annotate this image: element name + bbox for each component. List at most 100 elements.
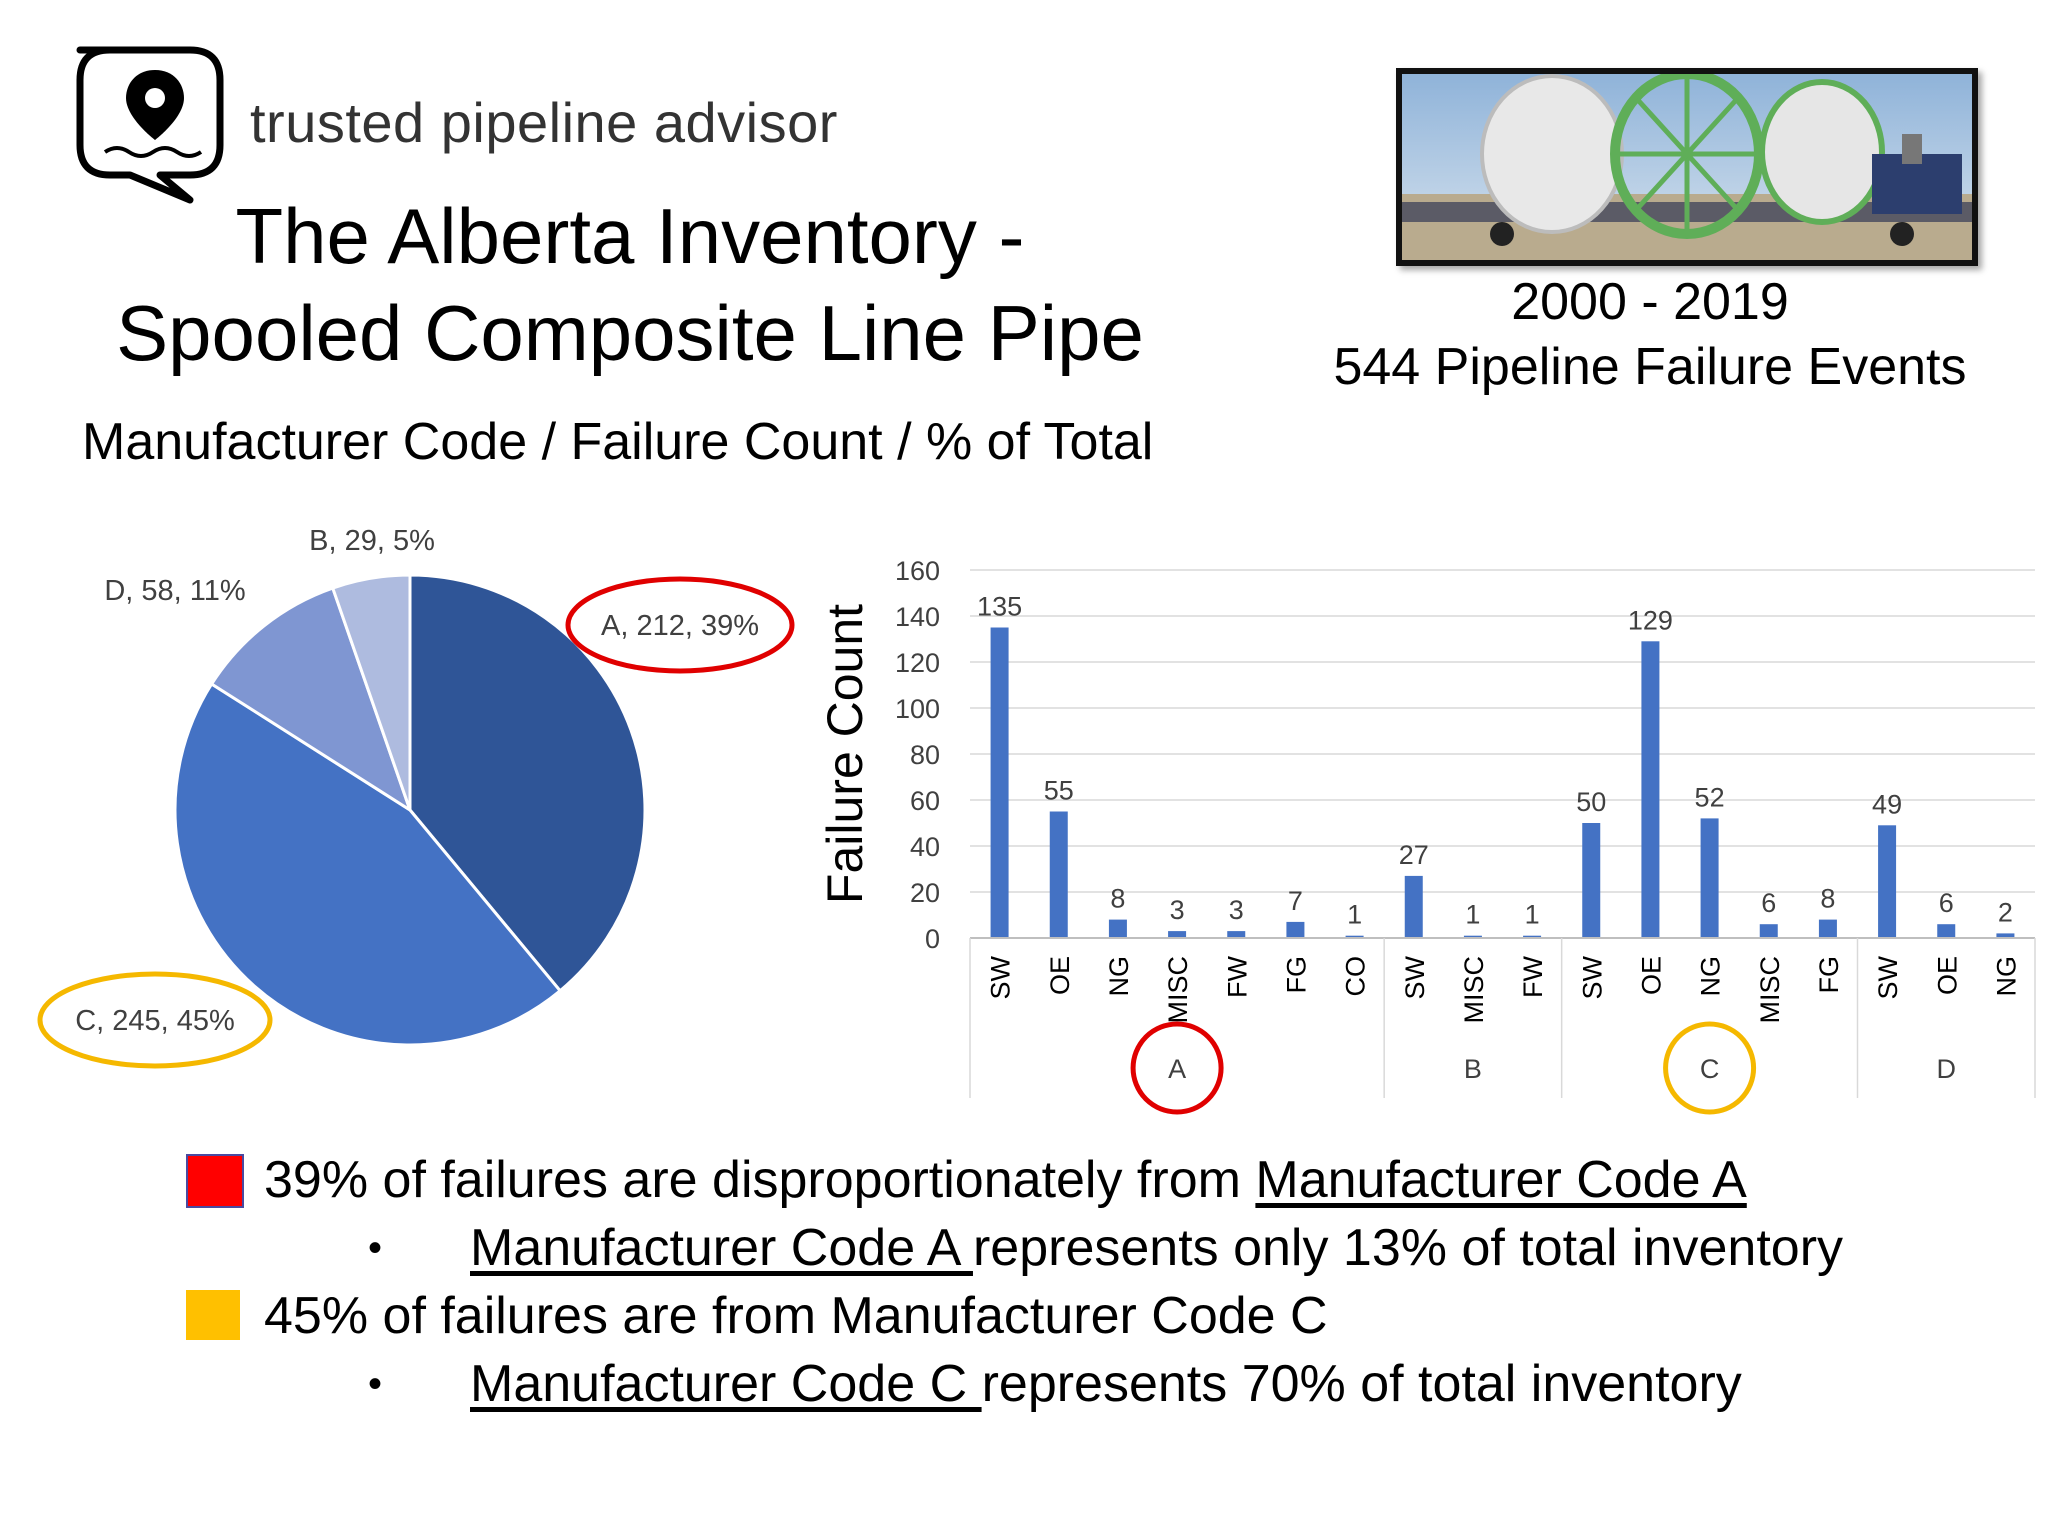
bar-value-label: 7	[1288, 886, 1303, 916]
bar-C-NG	[1700, 818, 1719, 938]
y-tick-label: 60	[910, 786, 940, 816]
finding-1-detail-link: Manufacturer Code A	[470, 1219, 973, 1277]
bar-value-label: 135	[977, 592, 1022, 622]
x-category-label: OE	[1045, 956, 1075, 995]
bar-value-label: 129	[1628, 605, 1673, 635]
bar-A-SW	[990, 627, 1009, 938]
finding-1-lead: 39% of failures are disproportionately f…	[264, 1151, 1256, 1209]
group-label-C: C	[1700, 1054, 1720, 1084]
finding-2-detail-link: Manufacturer Code C	[470, 1355, 982, 1413]
highlight-circle-C	[37, 971, 273, 1069]
finding-1: 39% of failures are disproportionately f…	[264, 1150, 1747, 1210]
bar-C-OE	[1641, 641, 1660, 938]
pie-label-B: B, 29, 5%	[309, 525, 435, 557]
x-category-label: MISC	[1755, 956, 1785, 1024]
group-label-A: A	[1168, 1054, 1186, 1084]
y-tick-label: 160	[895, 556, 940, 586]
bar-A-OE	[1049, 811, 1068, 938]
y-tick-label: 0	[925, 924, 940, 954]
bar-value-label: 49	[1872, 789, 1902, 819]
finding-2: 45% of failures are from Manufacturer Co…	[264, 1287, 1328, 1345]
pie-label-C: C, 245, 45%	[75, 1005, 235, 1037]
bar-value-label: 50	[1576, 787, 1606, 817]
y-tick-label: 140	[895, 602, 940, 632]
bar-value-label: 6	[1761, 888, 1776, 918]
x-category-label: FG	[1814, 956, 1844, 994]
x-category-label: MISC	[1163, 956, 1193, 1024]
bar-A-FG	[1286, 921, 1305, 938]
y-axis-label: Failure Count	[817, 604, 873, 904]
page-title: The Alberta Inventory - Spooled Composit…	[0, 188, 1260, 381]
chart-subtitle: Manufacturer Code / Failure Count / % of…	[82, 413, 1154, 471]
map-pin-speech-bubble-icon	[76, 46, 224, 204]
bar-value-label: 6	[1939, 888, 1954, 918]
bar-C-MISC	[1759, 924, 1778, 938]
y-tick-label: 20	[910, 878, 940, 908]
y-tick-label: 100	[895, 694, 940, 724]
bar-value-label: 52	[1695, 782, 1725, 812]
bar-value-label: 1	[1525, 900, 1540, 930]
red-swatch	[186, 1154, 244, 1208]
bar-B-MISC	[1463, 935, 1482, 938]
period-info: 2000 - 2019 544 Pipeline Failure Events	[1300, 270, 2000, 400]
bar-D-NG	[1996, 933, 2015, 938]
highlight-circle-group-C	[1663, 1021, 1757, 1115]
bar-B-FW	[1523, 935, 1542, 938]
finding-1-detail: Manufacturer Code A represents only 13% …	[470, 1218, 1843, 1278]
bar-A-CO	[1345, 935, 1364, 938]
failure-events-count: 544 Pipeline Failure Events	[1333, 338, 1967, 396]
x-category-label: OE	[1932, 956, 1962, 995]
finding-2-detail: Manufacturer Code C represents 70% of to…	[470, 1354, 1742, 1414]
yellow-swatch	[186, 1290, 240, 1340]
bar-A-FW	[1227, 931, 1246, 938]
bar-chart: Failure Count 0 20 40 60 80 100 120 140 160 135 SW 5…	[817, 556, 2036, 1115]
x-category-label: CO	[1341, 956, 1371, 997]
bar-value-label: 27	[1399, 840, 1429, 870]
bar-value-label: 55	[1044, 776, 1074, 806]
bar-value-label: 8	[1820, 884, 1835, 914]
x-category-label: SW	[986, 955, 1016, 999]
group-label-D: D	[1937, 1054, 1957, 1084]
pie-slice-A	[408, 573, 647, 993]
bullet-dot: •	[368, 1362, 383, 1406]
bar-value-label: 1	[1465, 900, 1480, 930]
x-category-label: NG	[1104, 956, 1134, 997]
logo-text: trusted pipeline advisor	[250, 91, 838, 154]
title-line-1: The Alberta Inventory -	[235, 192, 1025, 280]
bar-D-SW	[1878, 825, 1897, 938]
pie-chart: A, 212, 39% C, 245, 45% D, 58, 11% B, 29, 5…	[37, 525, 795, 1069]
bar-C-SW	[1582, 823, 1601, 938]
x-category-label: FG	[1281, 956, 1311, 994]
bar-B-SW	[1404, 875, 1423, 938]
highlight-circle-group-A	[1130, 1021, 1224, 1115]
bar-value-label: 1	[1347, 900, 1362, 930]
bar-C-FG	[1818, 919, 1837, 938]
pie-slice-D	[209, 586, 413, 814]
x-category-label: FW	[1222, 955, 1252, 997]
x-category-label: OE	[1636, 956, 1666, 995]
pie-slice-C	[173, 681, 563, 1047]
x-category-label: MISC	[1459, 956, 1489, 1024]
pipe-spool-truck-photo	[1396, 68, 1978, 266]
y-tick-label: 40	[910, 832, 940, 862]
bar-value-label: 3	[1170, 895, 1185, 925]
bar-value-label: 8	[1110, 884, 1125, 914]
highlight-circle-A	[565, 576, 795, 674]
x-category-label: NG	[1991, 956, 2021, 997]
bar-D-OE	[1937, 924, 1956, 938]
x-category-label: SW	[1577, 955, 1607, 999]
bar-value-label: 2	[1998, 897, 2013, 927]
bar-A-MISC	[1168, 931, 1187, 938]
bar-value-label: 3	[1229, 895, 1244, 925]
group-label-B: B	[1464, 1054, 1482, 1084]
title-line-2: Spooled Composite Line Pipe	[116, 288, 1144, 377]
x-category-label: FW	[1518, 955, 1548, 997]
pie-label-A: A, 212, 39%	[601, 610, 759, 642]
x-category-label: SW	[1400, 955, 1430, 999]
y-tick-label: 120	[895, 648, 940, 678]
finding-2-detail-text: represents 70% of total inventory	[981, 1355, 1742, 1413]
bar-A-NG	[1108, 919, 1127, 938]
finding-1-link: Manufacturer Code A	[1255, 1151, 1747, 1209]
x-category-label: SW	[1873, 955, 1903, 999]
